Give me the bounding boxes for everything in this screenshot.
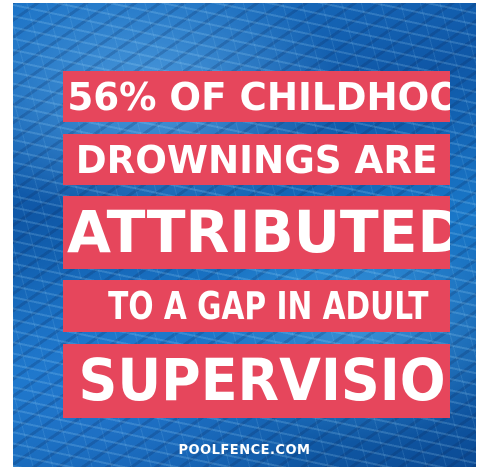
headline-line-2: DROWNINGS ARE	[63, 134, 450, 185]
headline-line-1: 56% OF CHILDHOOD	[63, 71, 450, 122]
headline-line-5-text: SUPERVISION	[78, 346, 450, 414]
headline-line-4: TO A GAP IN ADULT	[63, 280, 450, 332]
headline-line-3: ATTRIBUTED	[63, 196, 450, 269]
headline-line-1-text: 56% OF CHILDHOOD	[67, 75, 450, 119]
headline-line-5: SUPERVISION	[63, 344, 450, 418]
headline-line-4-text: TO A GAP IN ADULT	[108, 284, 429, 328]
poster-image: 56% OF CHILDHOOD DROWNINGS ARE ATTRIBUTE…	[13, 3, 476, 467]
website-credit: POOLFENCE.COM	[178, 443, 311, 458]
headline-line-3-text: ATTRIBUTED	[67, 198, 450, 266]
headline-line-2-text: DROWNINGS ARE	[75, 138, 438, 182]
